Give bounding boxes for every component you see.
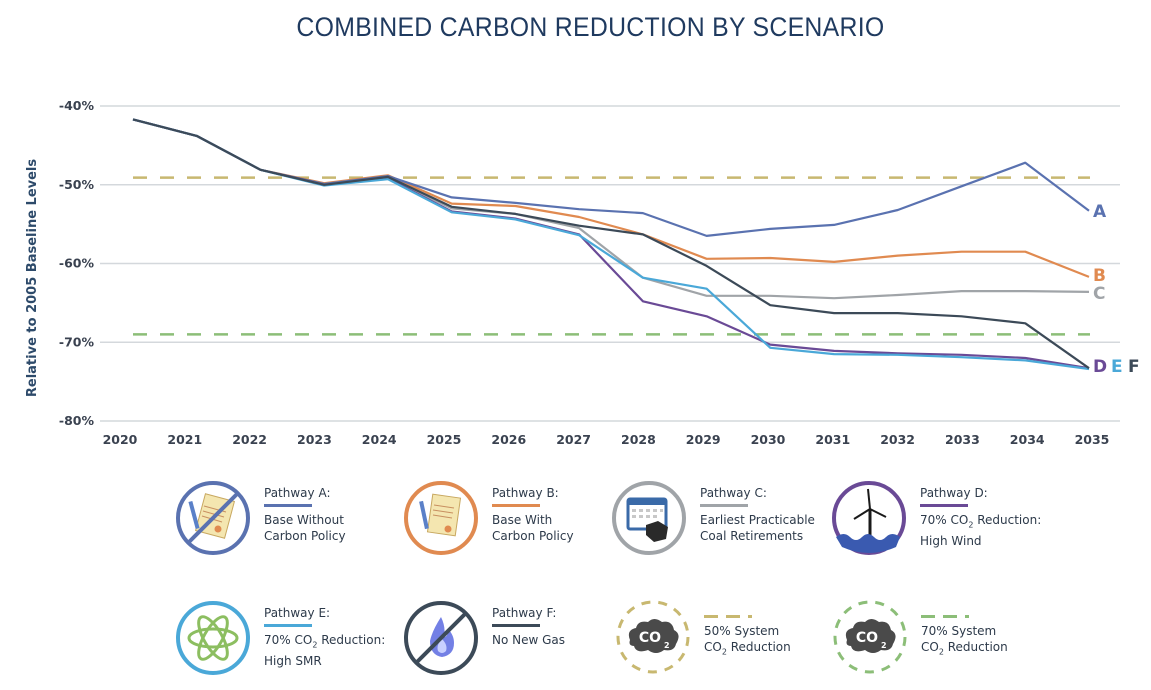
- x-tick-label: 2021: [167, 432, 202, 447]
- y-tick-label: -50%: [59, 177, 95, 192]
- calendar-coal-icon: [612, 481, 686, 555]
- legend-line2: CO2 Reduction: [704, 640, 791, 657]
- series-line-e: [132, 118, 1090, 371]
- legend-swatch: [492, 624, 540, 627]
- x-tick-label: 2032: [880, 432, 915, 447]
- legend-line2: CO2 Reduction: [921, 640, 1008, 657]
- series-line-f: [132, 118, 1090, 370]
- legend-description: Base Without Carbon Policy: [264, 513, 346, 543]
- end-label-c: C: [1093, 284, 1105, 304]
- y-tick-label: -40%: [59, 98, 95, 113]
- legend-title: Pathway C:: [700, 486, 767, 500]
- legend-swatch: [920, 504, 968, 507]
- document-icon: [404, 481, 478, 555]
- line-chart: -40%-50%-60%-70%-80% 2020 2021 2022 2023 202…: [25, 98, 1140, 447]
- no-gas-flame-icon: [404, 601, 478, 675]
- x-tick-label: 2026: [491, 432, 526, 447]
- legend-dash-swatch: [704, 615, 752, 618]
- x-tick-label: 2024: [362, 432, 397, 447]
- x-tick-label: 2030: [751, 432, 786, 447]
- co2-subscript: 2: [881, 641, 887, 650]
- end-label-b: B: [1093, 266, 1106, 286]
- co2-text: CO: [639, 630, 661, 646]
- x-axis-ticks: 2020 2021 2022 2023 2024 2025 2026 2027 2028 2029…: [103, 432, 1110, 447]
- x-tick-label: 2033: [945, 432, 980, 447]
- legend-item-pathway-d: Pathway D: 70% CO2 Reduction: High Wind: [830, 479, 1041, 557]
- co2-cloud-icon: CO 2: [616, 600, 690, 674]
- end-labels: A BC D E F: [1093, 202, 1140, 377]
- y-tick-label: -70%: [59, 334, 95, 349]
- no-document-icon: [176, 481, 250, 555]
- y-axis-ticks: -40% -50% -60% -70% -80%: [59, 98, 95, 428]
- gridlines: [100, 105, 1120, 422]
- x-tick-label: 2020: [103, 432, 138, 447]
- end-label-a: A: [1093, 202, 1107, 222]
- y-axis-label: Relative to 2005 Baseline Levels: [25, 159, 40, 398]
- chart-title: COMBINED CARBON REDUCTION BY SCENARIO: [296, 12, 885, 42]
- x-tick-label: 2022: [232, 432, 267, 447]
- legend-item-70-percent: CO 2 70% System CO2 Reduction: [831, 598, 1008, 676]
- atom-icon: [176, 601, 250, 675]
- legend-line1: 70% System: [921, 624, 997, 638]
- x-tick-label: 2025: [427, 432, 462, 447]
- wind-turbine-icon: [832, 481, 906, 555]
- legend-description: 70% CO2 Reduction: High Wind: [920, 513, 1042, 549]
- legend-description: No New Gas: [492, 633, 566, 647]
- legend-item-pathway-e: Pathway E: 70% CO2 Reduction: High SMR: [174, 599, 385, 677]
- x-tick-label: 2034: [1010, 432, 1045, 447]
- legend-dash-swatch: [921, 615, 969, 618]
- legend-description: 70% CO2 Reduction: High SMR: [264, 633, 386, 669]
- end-label-e: E: [1111, 357, 1123, 377]
- legend-title: Pathway A:: [264, 486, 331, 500]
- x-tick-label: 2029: [686, 432, 721, 447]
- y-tick-label: -80%: [59, 413, 95, 428]
- x-tick-label: 2035: [1075, 432, 1110, 447]
- series-lines: [132, 118, 1090, 371]
- legend-title: Pathway E:: [264, 606, 331, 620]
- x-tick-label: 2027: [556, 432, 591, 447]
- legend-item-50-percent: CO 2 50% System CO2 Reduction: [614, 598, 791, 676]
- co2-subscript: 2: [664, 641, 670, 650]
- co2-cloud-icon: CO 2: [833, 600, 907, 674]
- legend-description: Base With Carbon Policy: [492, 513, 574, 543]
- legend-item-pathway-a: Pathway A: Base Without Carbon Policy: [174, 479, 346, 557]
- legend-swatch: [264, 624, 312, 627]
- series-line-c: [132, 118, 1090, 300]
- legend-line1: 50% System: [704, 624, 780, 638]
- x-tick-label: 2031: [815, 432, 850, 447]
- legend-swatch: [492, 504, 540, 507]
- y-tick-label: -60%: [59, 256, 95, 271]
- legend-title: Pathway F:: [492, 606, 557, 620]
- legend-description: Earliest Practicable Coal Retirements: [700, 513, 815, 543]
- legend-item-pathway-f: Pathway F: No New Gas: [402, 599, 565, 677]
- x-tick-label: 2028: [621, 432, 656, 447]
- legend-swatch: [264, 504, 312, 507]
- legend-title: Pathway D:: [920, 486, 988, 500]
- legend-title: Pathway B:: [492, 486, 559, 500]
- end-label-d: D: [1093, 357, 1107, 377]
- legend-swatch: [700, 504, 748, 507]
- x-tick-label: 2023: [297, 432, 332, 447]
- legend-item-pathway-b: Pathway B: Base With Carbon Policy: [402, 479, 574, 557]
- legend-item-pathway-c: Pathway C: Earliest Practicable Coal Ret…: [610, 479, 815, 557]
- series-line-d: [132, 118, 1090, 370]
- end-label-f: F: [1128, 357, 1140, 377]
- co2-text: CO: [856, 630, 878, 646]
